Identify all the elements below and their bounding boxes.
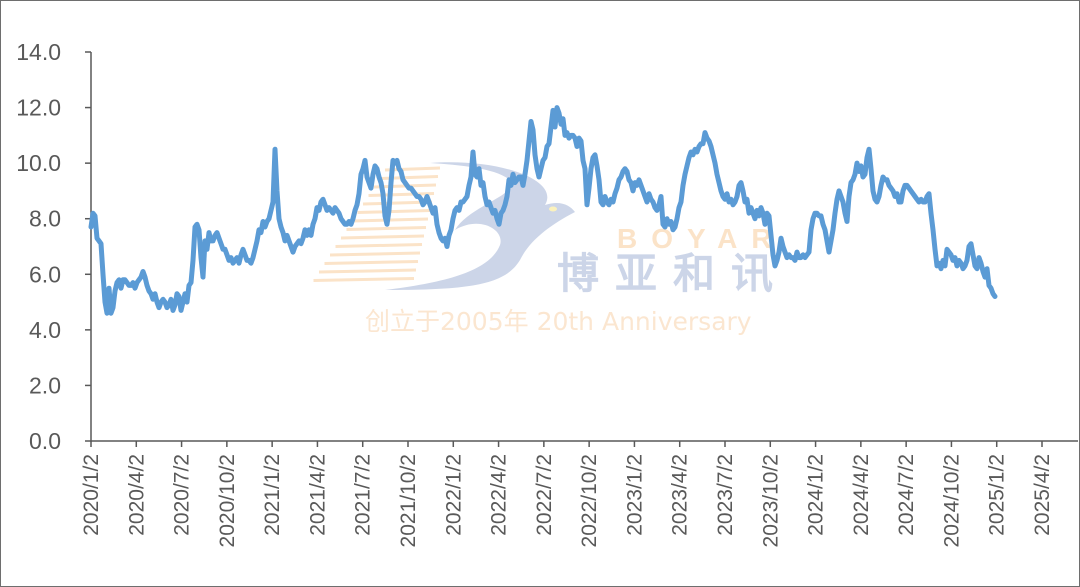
logo-stripes	[313, 166, 441, 282]
logo-stripe	[357, 209, 431, 214]
logo-bird-icon	[385, 162, 575, 290]
logo-stripe	[335, 243, 423, 248]
x-tick-label: 2020/7/2	[171, 454, 194, 536]
y-axis-ticks: 0.0 2.0 4.0 6.0 8.0 10.0 12.0 14.0	[16, 39, 91, 454]
watermark-brand-latin: BOYAR	[617, 223, 786, 254]
logo-stripe	[368, 192, 435, 197]
x-tick-label: 2021/4/2	[306, 454, 329, 536]
logo-stripe	[313, 277, 415, 282]
y-tick-label: 0.0	[29, 428, 61, 454]
x-tick-label: 2020/10/2	[216, 454, 239, 547]
x-tick-label: 2022/7/2	[533, 454, 556, 536]
axes: 0.02.04.06.08.010.012.014.0 2020/1/2 2020…	[16, 39, 1078, 547]
x-tick-label: 2023/1/2	[623, 454, 646, 536]
logo-stripe	[346, 226, 427, 231]
boyar-watermark-logo: BOYAR 博亚和讯 创立于2005年 20th Anniversary	[313, 162, 789, 336]
y-tick-label: 10.0	[16, 150, 61, 176]
x-tick-label: 2022/10/2	[578, 454, 601, 547]
x-tick-label: 2025/1/2	[986, 454, 1009, 536]
x-tick-label: 2021/7/2	[352, 454, 375, 536]
x-tick-label: 2024/1/2	[805, 454, 828, 536]
x-tick-label: 2020/4/2	[125, 454, 148, 536]
x-tick-label: 2023/7/2	[714, 454, 737, 536]
y-tick-label: 8.0	[29, 206, 61, 232]
x-tick-label: 2025/4/2	[1031, 454, 1054, 536]
x-tick-label: 2021/1/2	[261, 454, 284, 536]
logo-stripe	[379, 175, 439, 180]
x-tick-label: 2023/4/2	[669, 454, 692, 536]
x-tick-label: 2022/4/2	[488, 454, 511, 536]
y-tick-label: 14.0	[16, 39, 61, 65]
series-line	[88, 105, 998, 316]
y-tick-label: 12.0	[16, 95, 61, 121]
y-tick-label: 2.0	[29, 372, 61, 398]
logo-stripe	[324, 260, 419, 265]
x-tick-label: 2024/4/2	[850, 454, 873, 536]
logo-eye-icon	[549, 206, 557, 212]
x-tick-label: 2022/1/2	[442, 454, 465, 536]
x-axis-ticks: 2020/1/2 2020/4/2 2020/7/2 2020/10/2 2021/1/…	[80, 441, 1054, 547]
y-tick-label: 6.0	[29, 261, 61, 287]
x-tick-label: 2024/10/2	[940, 454, 963, 547]
logo-stripe	[329, 251, 421, 257]
x-tick-label: 2020/1/2	[80, 454, 103, 536]
logo-stripe	[340, 234, 425, 240]
watermark-tagline: 创立于2005年 20th Anniversary	[365, 307, 752, 336]
watermark-brand-cn: 博亚和讯	[557, 249, 789, 298]
logo-stripe	[318, 268, 417, 274]
y-tick-label: 4.0	[29, 317, 61, 343]
x-tick-label: 2023/10/2	[759, 454, 782, 547]
x-tick-label: 2024/7/2	[895, 454, 918, 536]
x-tick-label: 2021/10/2	[397, 454, 420, 547]
